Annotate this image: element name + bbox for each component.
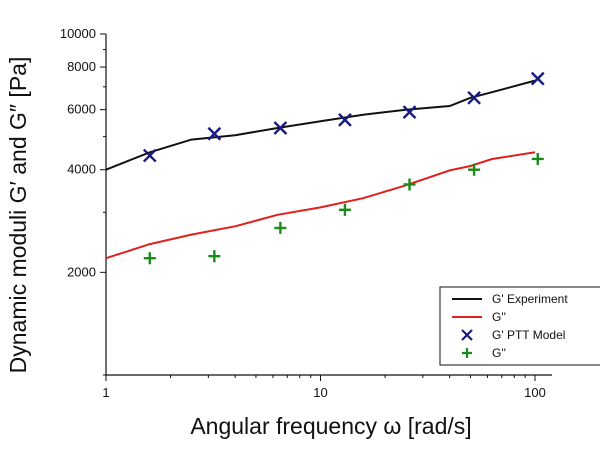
series-line-2 [105,151,536,260]
legend-entry-label: G' PTT Model [492,328,565,342]
series-3-point [207,126,222,141]
series-4-point [274,221,287,234]
series-4-point [468,163,481,176]
y-tick-label: 6000 [67,102,96,117]
legend-swatch-marker [462,348,472,358]
series-3-point [338,113,352,127]
legend-entry-label: G'' [492,310,506,324]
series-3-point [142,148,157,163]
y-tick-label: 2000 [67,264,96,279]
x-tick-label: 1 [102,385,109,400]
legend-entry-label: G'' [492,346,506,360]
series-3-point [273,121,288,135]
series-4-point [403,178,416,191]
legend-entry-label: G' Experiment [492,292,568,306]
series-4-point [338,203,351,216]
series-4-point [531,152,544,165]
y-axis-title: Dynamic moduli G′ and G″ [Pa] [5,57,31,374]
x-tick-label: 100 [524,385,546,400]
x-axis-title: Angular frequency ω [rad/s] [190,413,471,439]
series-3-point [402,105,417,119]
x-tick-label: 10 [313,385,327,400]
y-tick-label: 8000 [67,59,96,74]
series-4-point [208,250,221,263]
series-3-point [467,90,481,105]
y-tick-label: 4000 [67,162,96,177]
series-4-point [143,252,156,265]
series-3-point [530,71,545,86]
y-tick-label: 10000 [60,26,96,41]
legend-swatch-marker [461,329,473,341]
